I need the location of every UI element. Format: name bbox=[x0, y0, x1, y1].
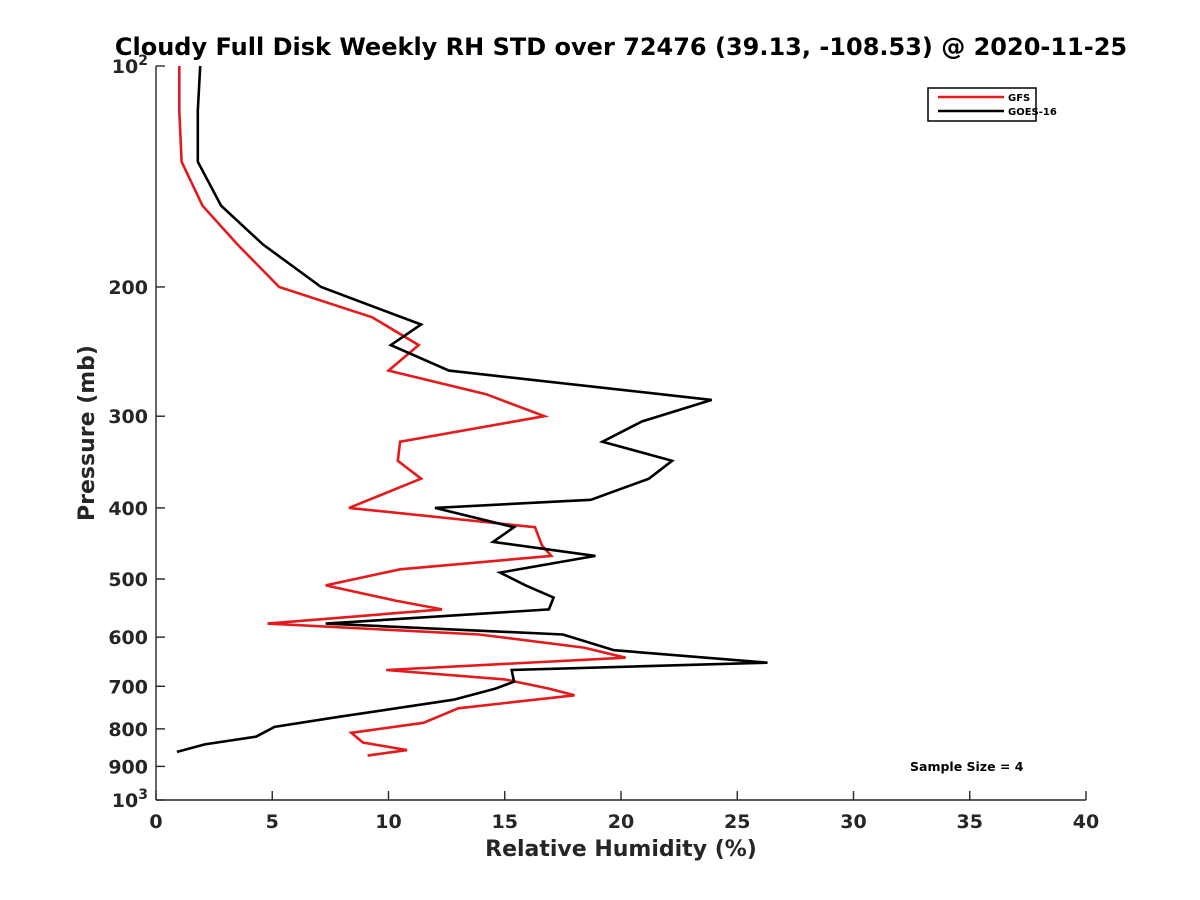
x-tick-label: 15 bbox=[492, 811, 518, 833]
y-tick-label: 103 bbox=[112, 787, 148, 812]
y-tick-label: 700 bbox=[108, 676, 148, 698]
x-axis-ticks: 0 5 10 15 20 25 30 35 40 bbox=[149, 791, 1099, 833]
legend: GFS GOES-16 bbox=[927, 87, 1057, 122]
x-tick-label: 0 bbox=[149, 811, 162, 833]
x-tick-label: 40 bbox=[1073, 811, 1099, 833]
sample-size-annotation: Sample Size = 4 bbox=[910, 759, 1024, 774]
x-tick-label: 25 bbox=[724, 811, 750, 833]
series-line-goes16 bbox=[176, 65, 768, 754]
y-tick-label: 102 bbox=[112, 53, 148, 78]
x-tick-label: 30 bbox=[840, 811, 866, 833]
legend-label-gfs: GFS bbox=[1008, 93, 1030, 104]
legend-label-goes16: GOES-16 bbox=[1008, 107, 1057, 118]
series-layer bbox=[176, 65, 768, 757]
chart-title: Cloudy Full Disk Weekly RH STD over 7247… bbox=[115, 33, 1127, 61]
series-line-gfs bbox=[178, 66, 626, 757]
y-tick-label: 400 bbox=[108, 498, 148, 520]
x-tick-label: 10 bbox=[375, 811, 401, 833]
x-tick-label: 35 bbox=[957, 811, 983, 833]
y-tick-label: 300 bbox=[108, 406, 148, 428]
x-tick-label: 20 bbox=[608, 811, 634, 833]
x-axis-label: Relative Humidity (%) bbox=[485, 837, 757, 862]
y-axis-label: Pressure (mb) bbox=[75, 345, 100, 521]
y-tick-label: 800 bbox=[108, 719, 148, 741]
y-tick-label: 200 bbox=[108, 277, 148, 299]
y-axis-ticks: 102 200 300 400 500 600 700 800 900 103 bbox=[108, 53, 165, 812]
y-tick-label: 600 bbox=[108, 627, 148, 649]
y-tick-label: 500 bbox=[108, 569, 148, 591]
legend-box bbox=[927, 87, 1037, 122]
y-tick-label: 900 bbox=[108, 756, 148, 778]
x-tick-label: 5 bbox=[266, 811, 279, 833]
